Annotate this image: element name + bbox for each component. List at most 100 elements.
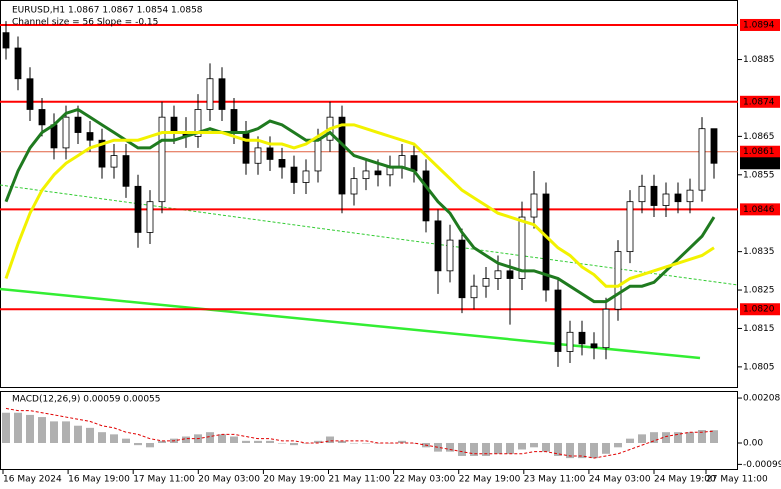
macd-bar (266, 440, 274, 443)
macd-bar (218, 434, 226, 443)
x-tick-label: 16 May 19:00 (68, 475, 130, 485)
level-label: 1.0874 (743, 97, 775, 107)
macd-bar (86, 427, 94, 443)
macd-bar (410, 442, 418, 444)
candle-body (410, 155, 418, 172)
y-tick-label: 1.0835 (743, 247, 775, 257)
candle-body (26, 78, 34, 110)
candle-body (62, 116, 70, 149)
macd-bar (242, 440, 250, 443)
candle-body (38, 109, 46, 126)
candle-body (170, 116, 178, 133)
macd-bar (110, 434, 118, 443)
chart-subtitle: Channel size = 56 Slope = -0.15 (12, 18, 158, 28)
macd-bar (434, 442, 442, 452)
candle-body (14, 47, 22, 80)
macd-bar (494, 442, 502, 454)
candle-body (314, 139, 322, 172)
candle-body (98, 139, 106, 168)
macd-bar (638, 434, 646, 443)
candle-body (278, 159, 286, 168)
macd-bar (398, 440, 406, 443)
y-tick-label: 0.00 (743, 438, 763, 448)
candle-body (482, 278, 490, 287)
x-tick-label: 23 May 11:00 (524, 475, 586, 485)
macd-bar (530, 442, 538, 448)
candle-body (626, 201, 634, 253)
macd-bar (674, 432, 682, 443)
candle-body (470, 285, 478, 299)
candle-body (650, 185, 658, 206)
candle-body (74, 116, 82, 133)
macd-signal (5, 407, 715, 459)
x-tick-label: 24 May 19:00 (654, 475, 716, 485)
candle-body (86, 132, 94, 141)
candle-body (158, 116, 166, 203)
x-tick-label: 21 May 11:00 (329, 475, 391, 485)
candle-body (674, 193, 682, 203)
macd-bar (50, 421, 58, 443)
level-box (740, 95, 780, 108)
y-tick-label: 1.0855 (743, 170, 775, 180)
candle-body (242, 132, 250, 164)
macd-bar (134, 442, 142, 446)
macd-bar (314, 440, 322, 443)
candle-body (110, 155, 118, 168)
macd-bar (590, 442, 598, 459)
macd-bar (26, 414, 34, 443)
macd-bar (506, 442, 514, 454)
macd-bar (614, 442, 622, 448)
macd-bar (566, 442, 574, 459)
candle-body (710, 128, 718, 164)
macd-bar (338, 440, 346, 443)
candle-body (134, 185, 142, 233)
macd-bar (662, 432, 670, 443)
macd-bar (470, 442, 478, 456)
candle-body (578, 331, 586, 345)
candle-body (146, 201, 154, 233)
y-tick-label: 0.00208 (743, 394, 780, 404)
macd-bar (686, 432, 694, 443)
candle-body (506, 270, 514, 279)
candle-body (638, 185, 646, 203)
macd-bar (482, 442, 490, 456)
candle-body (302, 170, 310, 183)
x-tick-label: 17 May 11:00 (133, 475, 195, 485)
macd-panel (0, 391, 738, 470)
candle-body (50, 124, 58, 149)
macd-bar (362, 442, 370, 444)
y-tick-label: 1.0825 (743, 286, 775, 296)
candle-body (266, 147, 274, 160)
macd-bar (62, 421, 70, 443)
level-label: 1.0894 (743, 20, 775, 30)
macd-bar (518, 442, 526, 450)
minor-level-label: 1.0861 (743, 147, 775, 157)
candle-body (698, 128, 706, 191)
candle-body (662, 193, 670, 206)
candle-body (254, 147, 262, 164)
candle-body (350, 178, 358, 195)
candle-body (362, 170, 370, 180)
x-tick-label: 22 May 19:00 (459, 475, 521, 485)
macd-bar (698, 430, 706, 443)
candle-body (122, 155, 130, 187)
macd-bar (38, 417, 46, 443)
macd-title: MACD(12,26,9) 0.00059 0.00055 (12, 395, 161, 405)
minor-level-box (740, 145, 780, 158)
candle-body (554, 289, 562, 352)
macd-bar (230, 436, 238, 443)
level-label: 1.0820 (743, 305, 775, 315)
candle-body (614, 251, 622, 310)
macd-bar (146, 442, 154, 448)
candle-body (218, 78, 226, 110)
current-price-box (740, 157, 780, 170)
chart-title: EURUSD,H1 1.0867 1.0867 1.0854 1.0858 (12, 6, 203, 16)
level-label: 1.0846 (743, 205, 775, 215)
x-tick-label: 22 May 03:00 (394, 475, 456, 485)
macd-bar (182, 436, 190, 443)
candle-body (686, 189, 694, 203)
candle-body (230, 109, 238, 133)
macd-bar (2, 412, 10, 443)
candle-body (422, 170, 430, 222)
